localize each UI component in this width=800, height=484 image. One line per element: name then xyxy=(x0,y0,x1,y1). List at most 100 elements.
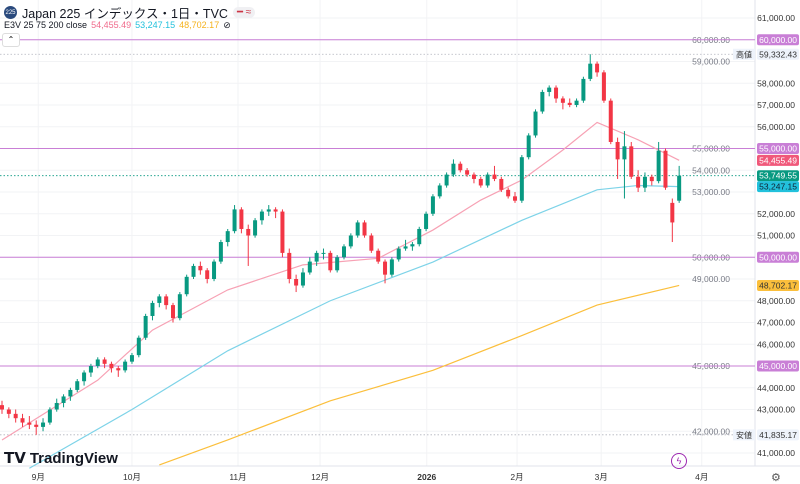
y-tick-label: 46,000.00 xyxy=(757,339,795,349)
candle-body xyxy=(239,209,244,229)
high-label: 59,332.43 xyxy=(759,49,797,59)
last-price-label-bg xyxy=(757,170,799,182)
candle-body xyxy=(560,98,565,103)
candle-body xyxy=(663,150,668,188)
candle-body xyxy=(677,175,682,201)
candle-body xyxy=(184,276,189,295)
high-tag: 高値 xyxy=(736,49,752,59)
candle-body xyxy=(547,87,552,92)
y-tick-label: 58,000.00 xyxy=(757,78,795,88)
hide-icon[interactable]: ⊘ xyxy=(223,20,231,30)
y-tick-label: 56,000.00 xyxy=(757,122,795,132)
y-tick-label: 42,000.00 xyxy=(692,426,730,436)
candle-body xyxy=(294,279,299,286)
x-tick-label: 2026 xyxy=(417,472,436,482)
ema-line xyxy=(1,121,680,441)
candle-body xyxy=(116,368,121,371)
hline-label: 60,000.00 xyxy=(759,35,797,45)
candle-body xyxy=(437,185,442,197)
hline-label-bg xyxy=(757,34,799,46)
symbol-logo: 225 xyxy=(4,6,17,19)
tradingview-logo: 𝗧𝗩 TradingView xyxy=(4,449,118,468)
candle-body xyxy=(300,272,305,286)
candle-body xyxy=(526,135,531,158)
high-tag-bg xyxy=(733,48,755,60)
candle-body xyxy=(355,222,360,236)
candle-body xyxy=(554,87,559,99)
candle-body xyxy=(595,63,600,73)
y-tick-label: 61,000.00 xyxy=(757,13,795,23)
y-tick-label: 49,000.00 xyxy=(692,274,730,284)
hline-label-bg xyxy=(757,360,799,372)
candle-body xyxy=(109,363,114,369)
x-tick-label: 11月 xyxy=(229,472,246,482)
candle-body xyxy=(649,176,654,182)
chart-header: 225 Japan 225 インデックス・1日・TVC ━ ≈ xyxy=(4,3,256,22)
hline-label-bg xyxy=(757,251,799,263)
status-pill-icon[interactable]: ━ ≈ xyxy=(232,7,256,18)
candle-body xyxy=(88,366,93,373)
x-tick-label: 12月 xyxy=(311,472,329,482)
candle-body xyxy=(246,228,251,236)
candle-body xyxy=(608,100,613,142)
candle-body xyxy=(212,261,217,279)
candle-body xyxy=(403,246,408,249)
y-tick-label: 48,000.00 xyxy=(757,296,795,306)
collapse-legend-button[interactable]: ⌃ xyxy=(2,33,20,47)
candle-body xyxy=(41,422,46,427)
candle-body xyxy=(6,409,11,414)
y-tick-label: 44,000.00 xyxy=(757,383,795,393)
candle-body xyxy=(451,163,456,175)
hline-label: 55,000.00 xyxy=(759,144,797,154)
candle-body xyxy=(150,302,155,316)
candle-body xyxy=(34,424,39,427)
brand-text: TradingView xyxy=(29,449,118,467)
ema200-label-bg xyxy=(757,279,799,291)
candle-body xyxy=(232,209,237,232)
ema200-value: 48,702.17 xyxy=(179,20,220,30)
candle-body xyxy=(47,409,52,423)
candle-body xyxy=(362,222,367,236)
hline-label: 45,000.00 xyxy=(759,361,797,371)
indicator-legend[interactable]: E3V 25 75 200 close 54,455.49 53,247.15 … xyxy=(4,20,231,31)
candle-body xyxy=(123,361,128,371)
candle-body xyxy=(253,220,258,236)
candle-body xyxy=(533,111,538,136)
candle-body xyxy=(369,235,374,251)
y-tick-label: 41,000.00 xyxy=(757,448,795,458)
hline-label: 50,000.00 xyxy=(759,252,797,262)
y-tick-label: 59,000.00 xyxy=(692,57,730,67)
candle-body xyxy=(259,211,264,221)
ema200-label: 48,702.17 xyxy=(759,280,797,290)
candle-body xyxy=(171,305,175,319)
candle-body xyxy=(348,235,353,247)
candle-body xyxy=(499,178,504,190)
candle-body xyxy=(143,315,148,338)
candle-body xyxy=(266,209,271,212)
lightning-icon[interactable]: ϟ xyxy=(671,453,687,469)
high-label-bg xyxy=(757,48,799,60)
hline-label-bg xyxy=(757,143,799,154)
candle-body xyxy=(20,418,25,423)
candle-body xyxy=(129,355,134,362)
candle-body xyxy=(396,248,401,260)
ema75-label: 53,247.15 xyxy=(759,182,797,192)
symbol-title[interactable]: Japan 225 インデックス・1日・TVC xyxy=(22,7,228,21)
candle-body xyxy=(191,265,196,277)
candle-body xyxy=(478,178,483,186)
candle-body xyxy=(492,174,497,179)
low-tag: 安値 xyxy=(736,430,752,440)
y-tick-label: 51,000.00 xyxy=(757,231,795,241)
candle-body xyxy=(321,252,326,254)
candle-body xyxy=(389,259,394,275)
candle-body xyxy=(225,231,230,243)
candle-body xyxy=(567,102,572,105)
candle-body xyxy=(540,91,545,112)
x-tick-label: 10月 xyxy=(123,472,141,482)
candle-body xyxy=(342,246,346,258)
candle-body xyxy=(670,202,675,223)
settings-icon[interactable]: ⚙ xyxy=(771,472,781,484)
candle-body xyxy=(157,296,162,303)
candle-body xyxy=(0,405,4,410)
